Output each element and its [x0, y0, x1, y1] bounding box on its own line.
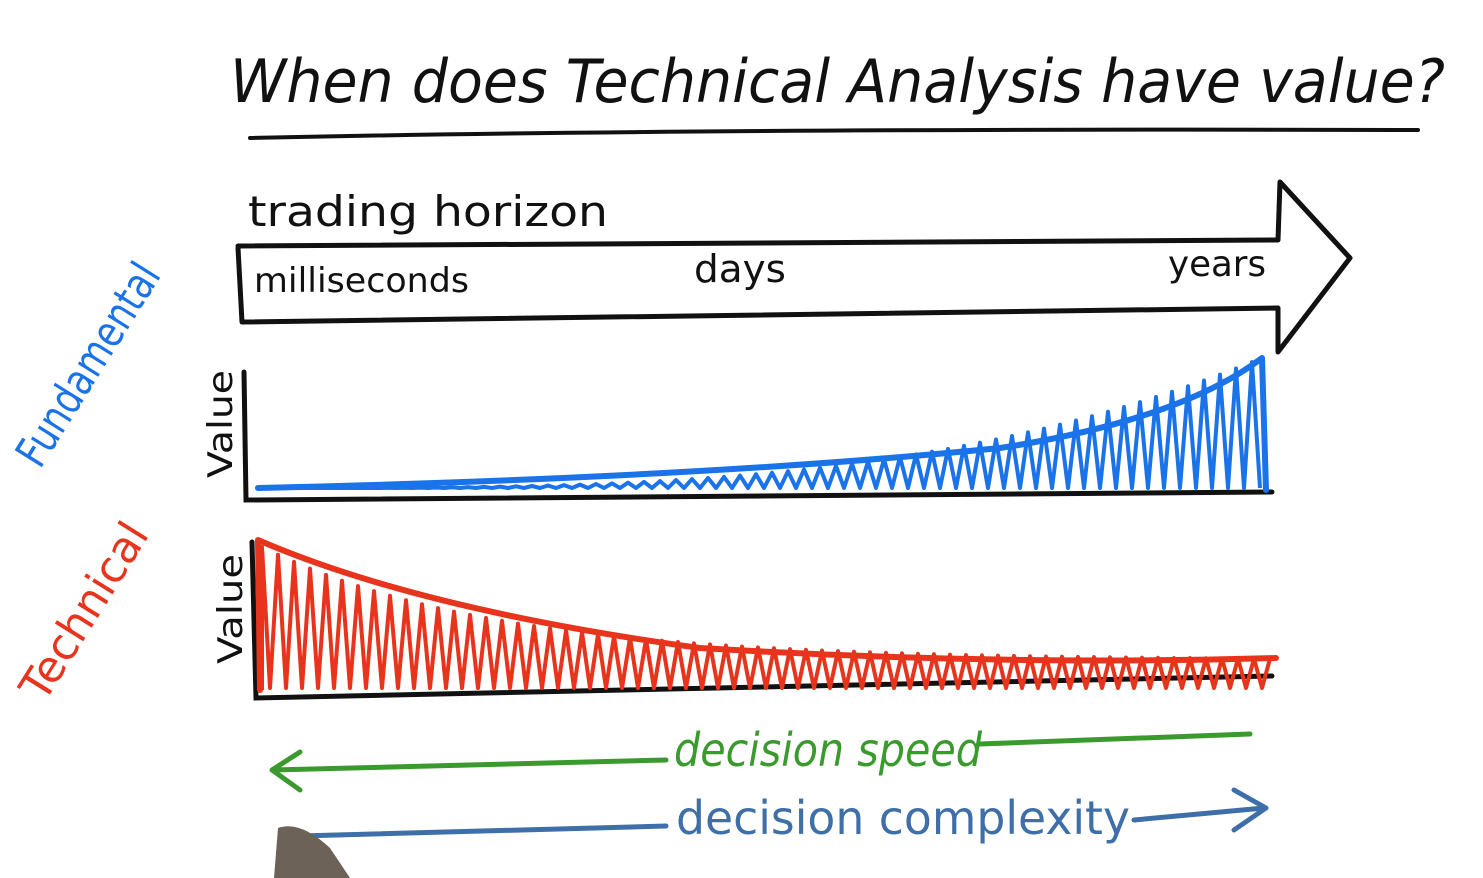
fund-fill-scribble	[258, 360, 1262, 490]
tick-days: days	[694, 247, 786, 291]
technical-value-curve	[255, 537, 1279, 693]
tick-years: years	[1168, 244, 1266, 285]
title-underline	[248, 127, 1420, 140]
fundamental-value-axis-label: Value	[201, 370, 241, 478]
tech-fill-scribble	[260, 545, 1272, 690]
fundamental-axes	[241, 369, 1275, 503]
technical-side-label: Technical	[10, 513, 160, 710]
decision-complexity-arrow	[297, 787, 1269, 839]
fundamental-value-fill	[258, 360, 1262, 490]
technical-value-fill	[260, 545, 1272, 690]
technical-value-axis-label: Value	[211, 554, 251, 664]
fundamental-side-label: Fundamental	[6, 254, 171, 476]
trading-horizon-arrow	[235, 179, 1353, 355]
fundamental-value-curve	[255, 355, 1269, 493]
technical-axes	[249, 539, 1275, 701]
decision-complexity-label: decision complexity	[676, 791, 1130, 845]
page-title: When does Technical Analysis have value?	[230, 47, 1445, 117]
trading-horizon-label: trading horizon	[248, 187, 608, 236]
decision-speed-arrow	[269, 731, 1253, 793]
decision-speed-label: decision speed	[674, 723, 983, 777]
pen-tip	[274, 826, 350, 878]
tick-milliseconds: milliseconds	[254, 261, 469, 301]
